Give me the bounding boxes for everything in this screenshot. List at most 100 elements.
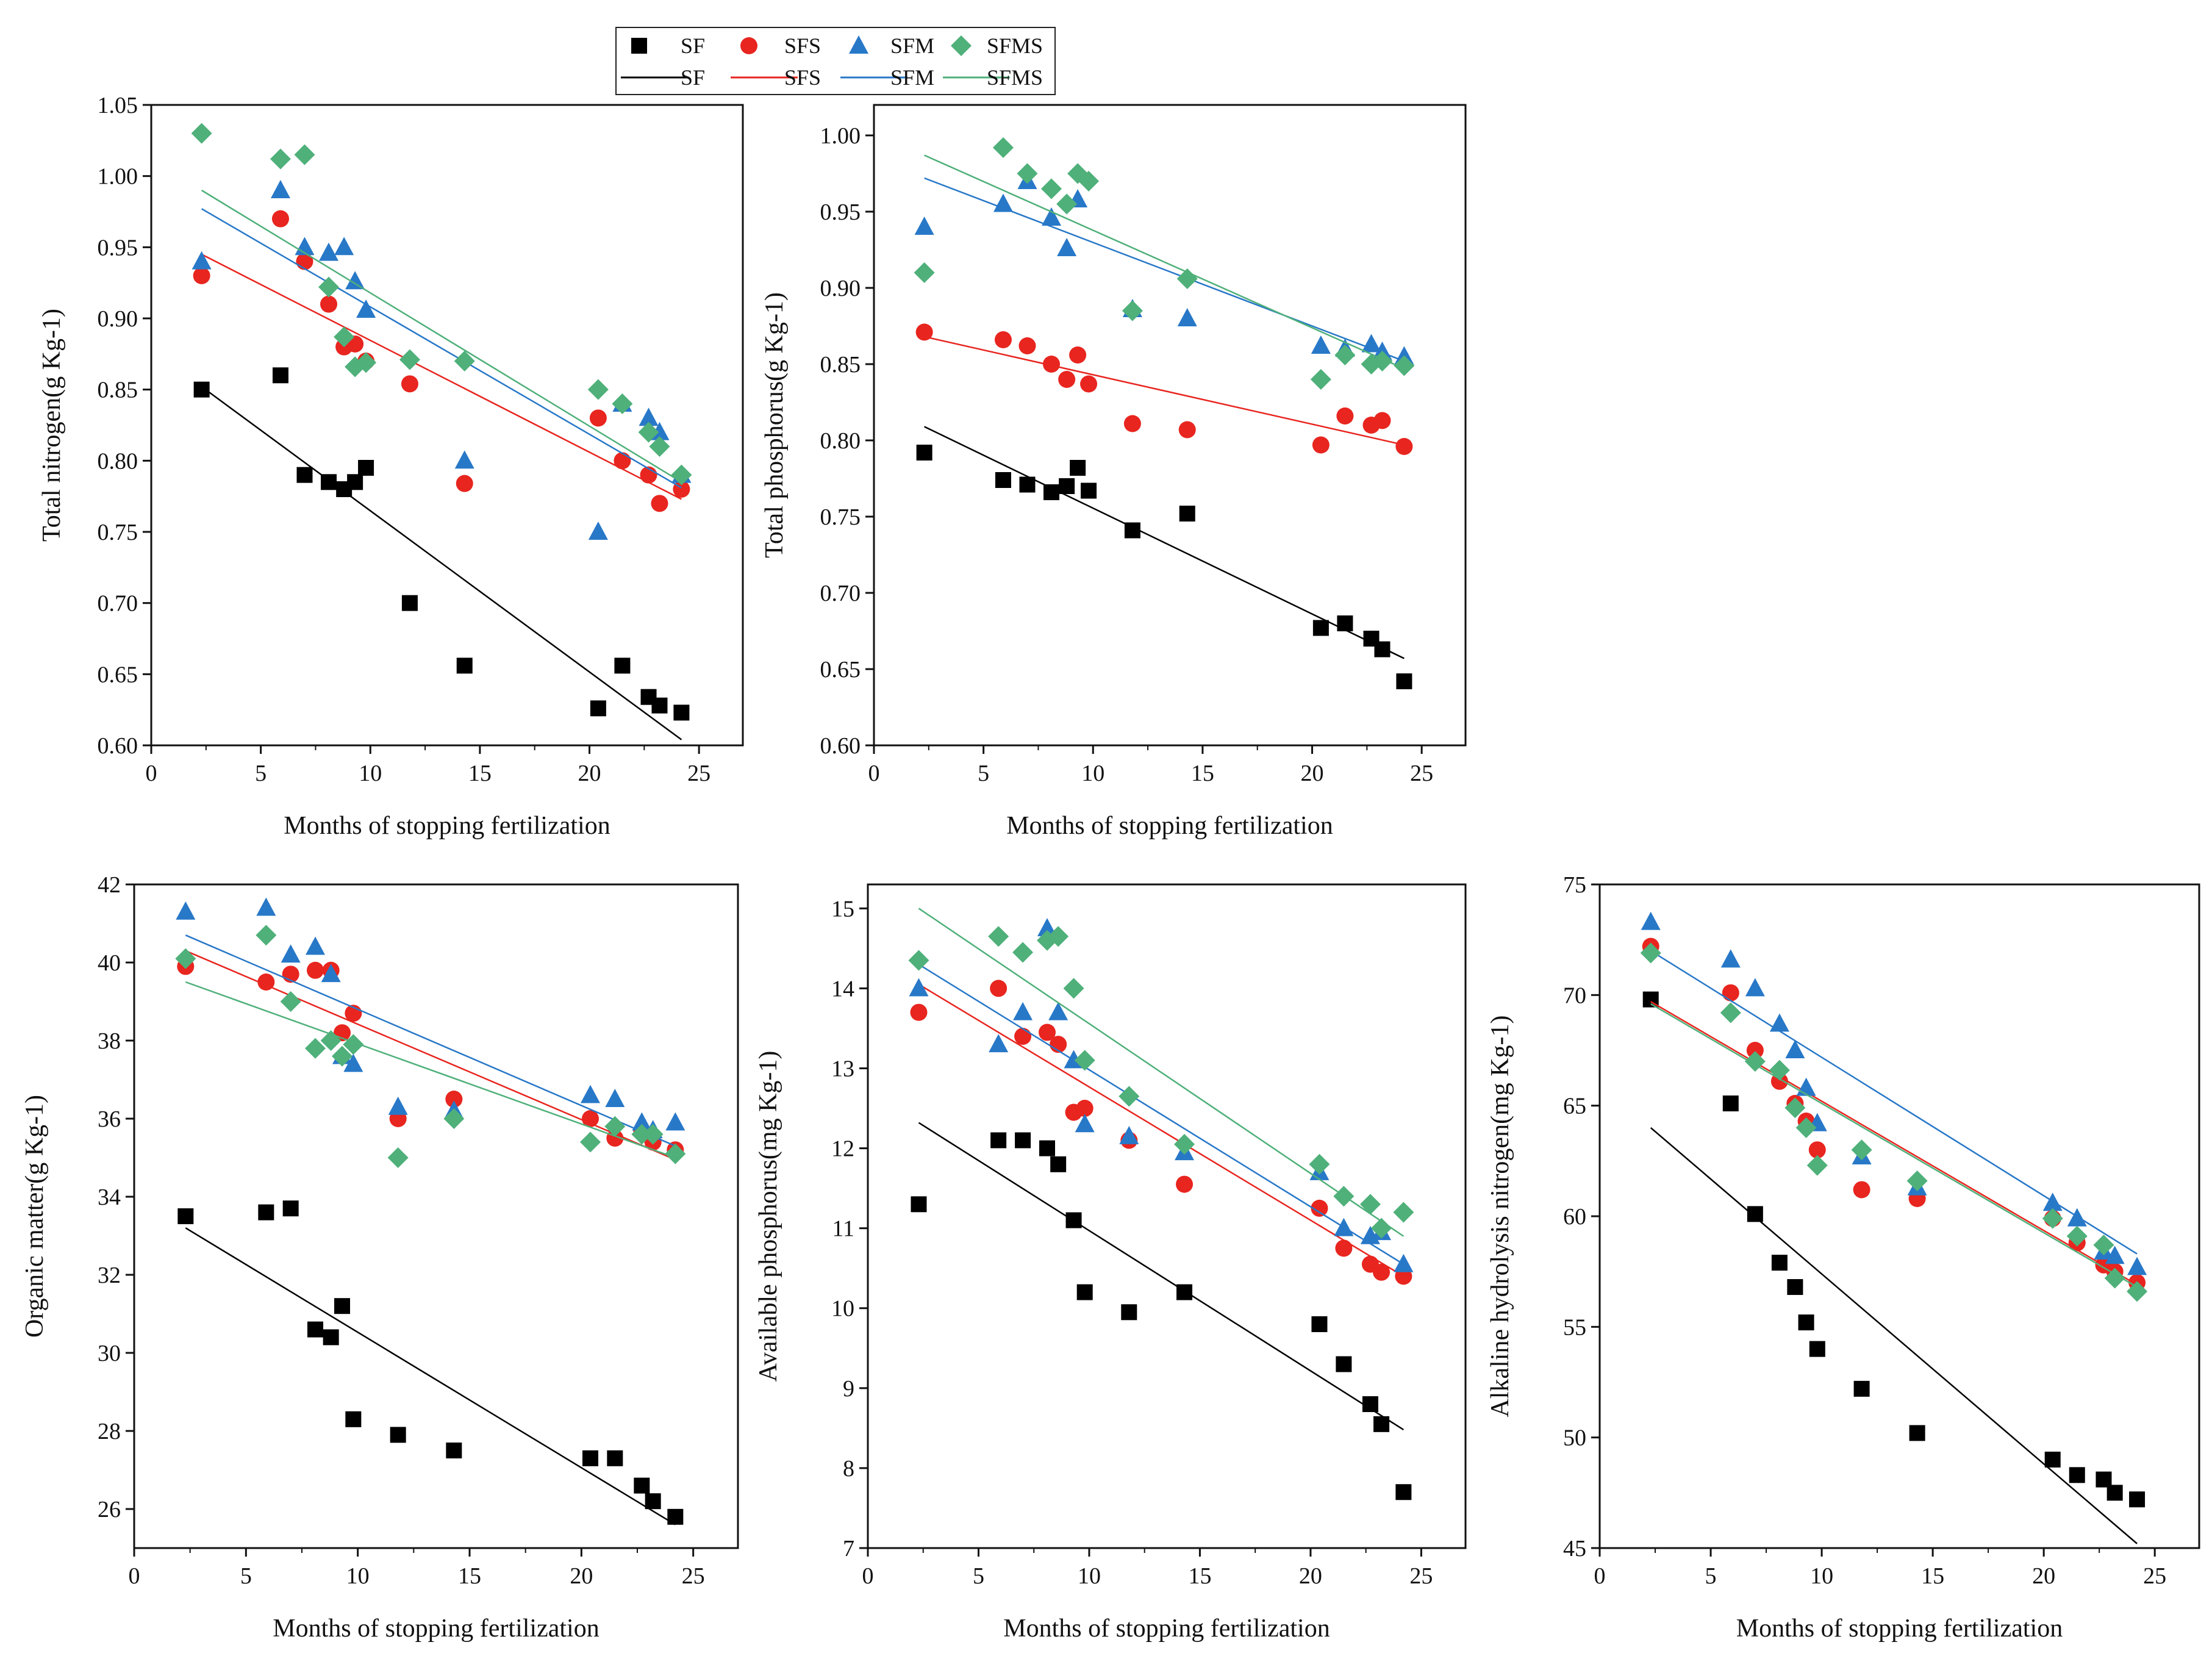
- data-point: [256, 897, 276, 916]
- data-point: [1176, 1175, 1194, 1193]
- fit-line: [201, 253, 682, 500]
- y-tick-label: 14: [831, 976, 854, 1002]
- y-tick-label: 13: [831, 1056, 854, 1081]
- data-point: [1312, 620, 1329, 636]
- x-tick-label: 15: [1921, 1563, 1944, 1589]
- data-point: [1372, 351, 1393, 371]
- data-point: [1362, 1396, 1378, 1413]
- x-tick-label: 5: [240, 1563, 252, 1589]
- data-point: [639, 407, 659, 426]
- series-sfm: [1641, 911, 2147, 1275]
- chart-panel: 0 5 10 15 20 25 45 50 55 60 65 70 75 Months of stoppi…: [1486, 872, 2200, 1643]
- data-point: [667, 1508, 684, 1525]
- data-point: [2096, 1471, 2112, 1488]
- data-point: [1076, 1100, 1093, 1117]
- data-point: [1176, 268, 1198, 289]
- y-tick-label: 0.90: [820, 276, 861, 301]
- data-point: [2129, 1491, 2146, 1508]
- fit-line: [185, 1227, 676, 1525]
- data-point: [1333, 1186, 1355, 1207]
- y-tick-label: 12: [831, 1136, 854, 1162]
- x-tick-label: 20: [570, 1563, 593, 1589]
- x-tick-label: 25: [1409, 1563, 1433, 1589]
- data-point: [282, 1200, 299, 1217]
- y-tick-label: 42: [98, 872, 121, 898]
- legend-label: SFS: [784, 34, 821, 58]
- data-point: [332, 1045, 353, 1067]
- data-point: [604, 1116, 626, 1137]
- data-point: [651, 697, 668, 714]
- x-axis-label: Months of stopping fertilization: [1003, 1615, 1330, 1643]
- y-tick-label: 30: [98, 1341, 121, 1366]
- data-point: [2066, 1225, 2088, 1247]
- data-point: [911, 1196, 927, 1213]
- data-point: [281, 944, 301, 963]
- x-tick-label: 5: [978, 761, 989, 786]
- data-point: [1124, 522, 1140, 539]
- data-point: [294, 144, 315, 165]
- data-point: [1722, 984, 1739, 1002]
- data-point: [257, 973, 275, 991]
- data-point: [993, 193, 1013, 212]
- data-point: [1056, 193, 1078, 215]
- data-point: [307, 1321, 323, 1338]
- y-tick-label: 55: [1563, 1314, 1586, 1340]
- data-point: [390, 1427, 406, 1443]
- series-sfm: [909, 918, 1414, 1272]
- legend-label: SFMS: [987, 34, 1043, 58]
- fit-line: [185, 981, 676, 1159]
- x-tick-label: 10: [1810, 1563, 1833, 1589]
- data-point: [1744, 1051, 1766, 1072]
- data-point: [1747, 1206, 1763, 1222]
- data-point: [345, 271, 365, 290]
- series-sfms: [191, 123, 692, 486]
- data-point: [1746, 1042, 1764, 1059]
- data-point: [1720, 1002, 1741, 1024]
- data-point: [318, 276, 339, 298]
- y-tick-label: 0.65: [98, 662, 138, 687]
- data-point: [399, 349, 420, 370]
- y-tick-label: 70: [1563, 983, 1586, 1008]
- y-tick-label: 75: [1563, 872, 1586, 898]
- data-point: [387, 1147, 409, 1168]
- legend-marker: [951, 35, 972, 56]
- data-point: [1043, 484, 1059, 500]
- plot-frame: [867, 883, 1467, 1549]
- data-point: [1058, 371, 1076, 388]
- data-point: [1745, 978, 1765, 997]
- y-tick-label: 0.75: [820, 504, 861, 530]
- x-tick-label: 0: [862, 1563, 874, 1589]
- data-point: [589, 409, 607, 427]
- x-tick-label: 20: [578, 761, 601, 786]
- data-point: [1641, 911, 1661, 930]
- data-point: [649, 436, 670, 457]
- x-tick-label: 5: [1705, 1563, 1717, 1589]
- series-sfms: [914, 137, 1415, 390]
- data-point: [1373, 1263, 1391, 1281]
- data-point: [1335, 1239, 1353, 1257]
- data-point: [2105, 1246, 2125, 1264]
- data-point: [334, 237, 354, 256]
- data-point: [1310, 369, 1331, 390]
- data-point: [258, 1204, 274, 1221]
- data-point: [1806, 1155, 1828, 1176]
- fit-line: [1650, 1003, 2138, 1288]
- data-point: [1065, 1212, 1082, 1228]
- chart-panel: 0 5 10 15 20 25 0.60 0.65 0.70 0.75 0.80 0.85 0.90 0.…: [761, 104, 1467, 840]
- y-tick-label: 0.85: [820, 352, 861, 378]
- data-point: [1039, 1024, 1056, 1041]
- data-point: [671, 464, 692, 486]
- data-point: [343, 1053, 363, 1072]
- series-sfm: [176, 897, 685, 1147]
- data-point: [1722, 1095, 1739, 1112]
- data-point: [1359, 1194, 1381, 1215]
- fit-line: [201, 208, 682, 489]
- data-point: [1043, 356, 1060, 373]
- data-point: [1309, 1153, 1330, 1175]
- y-tick-label: 11: [832, 1216, 854, 1242]
- data-point: [1393, 1202, 1414, 1223]
- data-point: [1808, 1141, 1826, 1159]
- data-point: [607, 1450, 623, 1466]
- data-point: [1784, 1097, 1806, 1119]
- data-point: [296, 467, 313, 483]
